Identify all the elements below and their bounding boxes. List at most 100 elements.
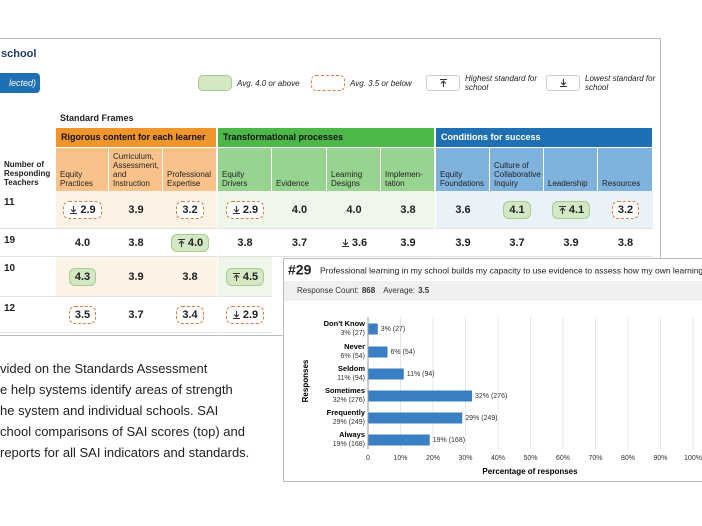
x-axis-label: Percentage of responses (482, 467, 578, 476)
table-cell: 2.9 (56, 191, 109, 229)
cell-text: 3.7 (128, 308, 144, 321)
bar (368, 390, 472, 402)
cell-value: 3.7 (122, 306, 149, 324)
legend-swatch (426, 75, 460, 91)
category-sublabel: 19% (168) (333, 441, 365, 448)
cell-value: 3.9 (122, 268, 149, 286)
table-cell: 4.3 (56, 257, 109, 297)
school-select[interactable]: lected) (0, 73, 40, 93)
column-header: Leadership (544, 148, 598, 191)
cell-value: 3.7 (286, 234, 313, 252)
cell-value: 4.0 (69, 234, 96, 252)
table-cell: 3.7 (109, 297, 163, 333)
row-label: 12 (4, 303, 16, 314)
cell-text: 4.1 (509, 203, 525, 216)
stat-label: Response Count: (297, 286, 359, 295)
cell-text: 4.1 (568, 203, 585, 216)
cell-text: 3.8 (617, 236, 634, 249)
category-label: Don't Know (324, 319, 366, 328)
question-number: #29 (288, 262, 312, 278)
column-header: Implemen-tation (381, 148, 435, 191)
column-header: Culture of Collaborative Inquiry (490, 148, 544, 191)
cell-value: 4.0 (286, 201, 313, 219)
y-axis-label: Responses (301, 359, 310, 402)
table-cell: 4.1 (490, 191, 544, 229)
table-cell: 2.9 (218, 297, 272, 333)
chart-panel: #29 Professional learning in my school b… (283, 258, 702, 482)
low-icon (70, 205, 78, 214)
stat-label: Average: (383, 286, 415, 295)
value-label: 3% (27) (381, 326, 406, 333)
high-icon (558, 205, 566, 214)
cell-value: 3.9 (394, 234, 421, 252)
cell-text: 3.9 (128, 203, 144, 216)
category-label: Seldom (338, 364, 365, 373)
stat-value: 868 (362, 286, 376, 295)
cell-value: 3.8 (176, 268, 203, 286)
cell-text: 3.4 (182, 308, 198, 321)
row-rule (0, 256, 56, 257)
table-cell: 4.0 (327, 191, 381, 229)
column-header: Equity Foundations (436, 148, 490, 191)
high-icon (232, 272, 240, 281)
table-cell: 3.6 (327, 229, 381, 257)
cell-value: 3.9 (557, 234, 584, 252)
cell-value: 3.2 (176, 200, 204, 219)
cell-text: 3.7 (509, 236, 525, 249)
value-label: 29% (249) (465, 415, 497, 422)
high-icon (439, 78, 447, 87)
low-icon (559, 79, 567, 88)
x-tick-label: 20% (426, 455, 440, 462)
table-cell: 4.0 (163, 229, 217, 257)
legend-swatch (546, 75, 580, 91)
question-title: Professional learning in my school build… (320, 265, 702, 275)
bar (368, 368, 404, 380)
cell-text: 3.2 (617, 203, 634, 216)
table-cell: 4.1 (544, 191, 598, 229)
x-tick-label: 0 (366, 455, 370, 462)
category-label: Sometimes (325, 386, 365, 395)
group-header: Conditions for success (436, 128, 652, 147)
cell-value: 3.6 (335, 234, 373, 252)
table-cell: 3.8 (109, 229, 163, 257)
table-cell: 2.9 (218, 191, 272, 229)
x-tick-label: 30% (458, 455, 472, 462)
table-cell: 3.2 (163, 191, 217, 229)
cell-value: 3.5 (68, 305, 97, 324)
table-cell: 3.8 (381, 191, 435, 229)
cell-value: 3.9 (449, 234, 476, 252)
group-header: Rigorous content for each learner (56, 128, 216, 147)
legend-label: Avg. 4.0 or above (237, 79, 300, 88)
x-tick-label: 80% (621, 455, 635, 462)
table-cell: 3.9 (109, 257, 163, 297)
cell-value: 3.4 (176, 305, 204, 324)
cell-text: 3.9 (128, 270, 144, 283)
body-line: e help systems identify areas of strengt… (0, 382, 233, 397)
row-header: Number of Responding Teachers (4, 160, 51, 187)
legend-label: Highest standard for school (465, 74, 538, 92)
bar (368, 346, 388, 358)
x-tick-label: 70% (588, 455, 602, 462)
body-line: vided on the Standards Assessment (0, 361, 208, 376)
body-line: reports for all SAI indicators and stand… (0, 445, 250, 460)
x-tick-label: 60% (556, 455, 570, 462)
stat-value: 3.5 (418, 286, 430, 295)
table-cell: 3.5 (56, 297, 109, 333)
cell-text: 3.7 (291, 236, 308, 249)
bar (368, 412, 463, 424)
value-label: 19% (168) (433, 437, 465, 444)
table-cell: 4.5 (218, 257, 272, 297)
legend-swatch (198, 75, 232, 91)
category-sublabel: 29% (249) (333, 419, 365, 426)
legend-label: Avg. 3.5 or below (350, 79, 412, 88)
column-header: Curriculum, Assessment, and Instruction (109, 148, 163, 191)
stats-band (284, 281, 702, 301)
cell-value: 3.8 (122, 234, 149, 252)
cell-value: 3.6 (449, 201, 476, 219)
cell-text: 3.8 (237, 236, 253, 249)
x-tick-label: 40% (491, 455, 505, 462)
cell-text: 3.9 (563, 236, 579, 249)
cell-value: 4.0 (170, 233, 210, 252)
category-label: Always (339, 430, 365, 439)
